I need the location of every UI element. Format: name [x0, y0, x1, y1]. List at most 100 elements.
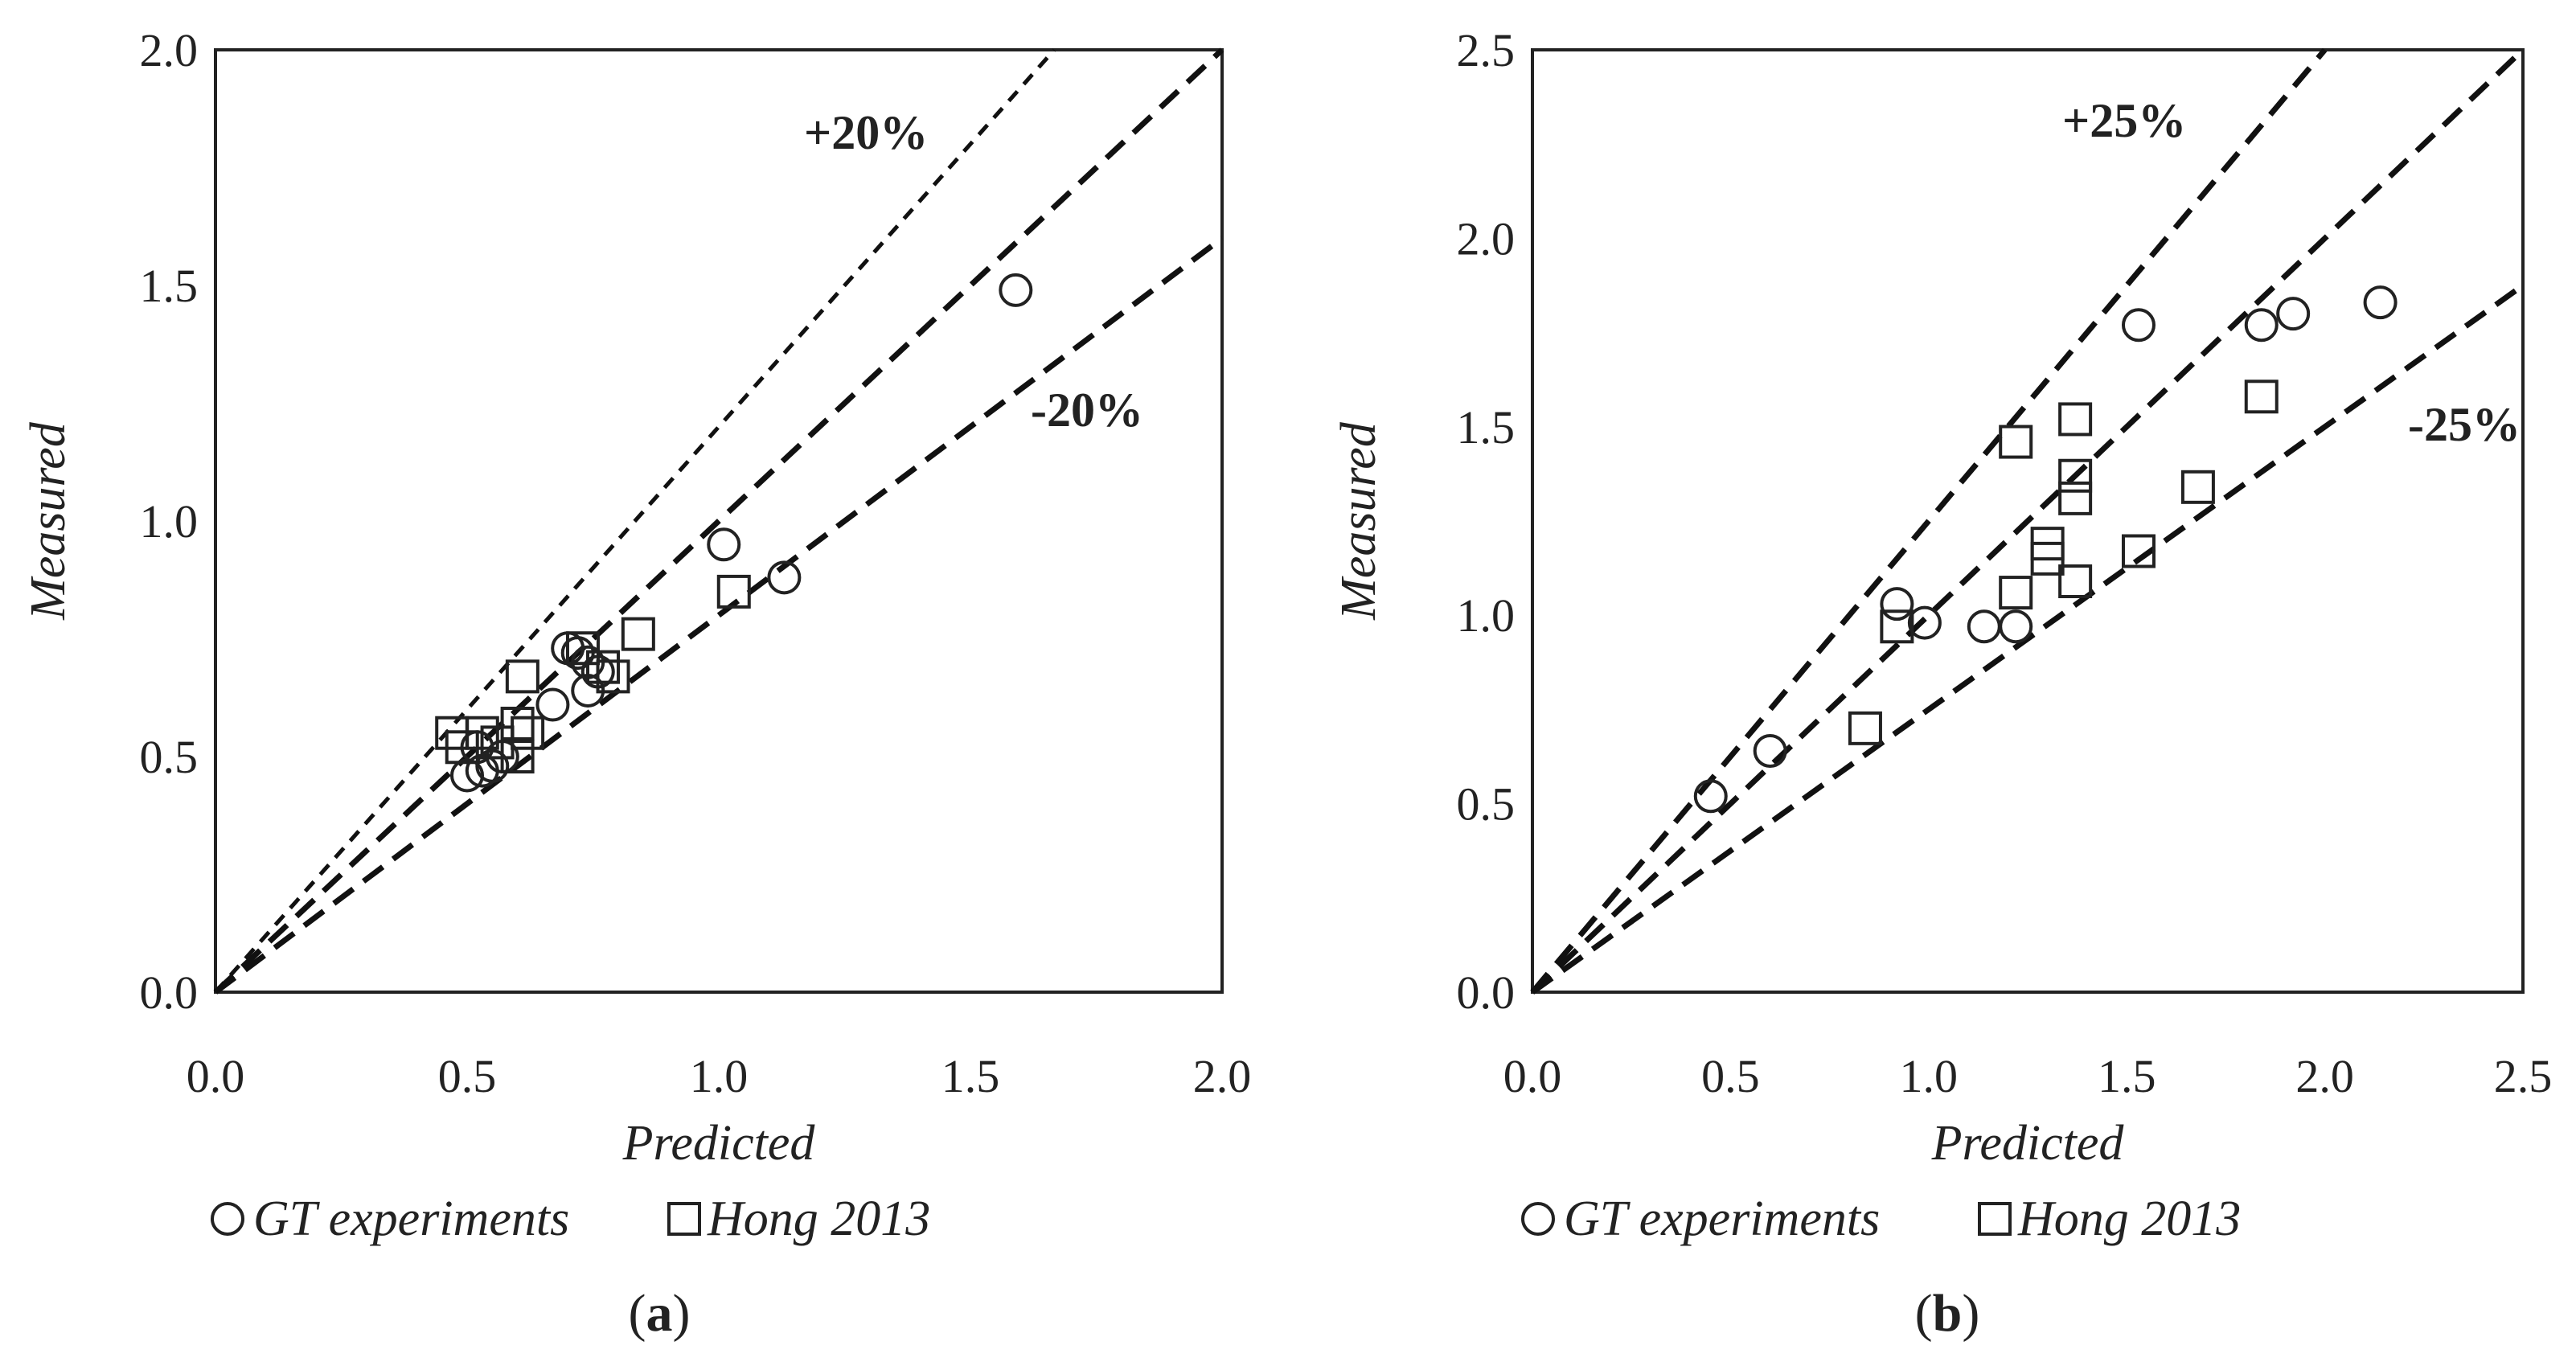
x-tick-label-b: 2.5	[2494, 1050, 2553, 1102]
gt-experiment-point-b	[1753, 733, 1787, 768]
hong-2013-point-a	[500, 740, 535, 773]
y-tick-label-a: 1.0	[140, 495, 199, 548]
gt-experiment-point-b	[1999, 609, 2033, 644]
hong-2013-point-b	[1848, 711, 1882, 745]
panel-caption-b: (b)	[1915, 1284, 1980, 1343]
data-points-a	[435, 273, 1033, 793]
reference-lines-b	[1530, 47, 2525, 995]
caption-letter-b: b	[1933, 1284, 1963, 1343]
gt-experiment-point-b	[1967, 609, 2001, 644]
lower-bound-label-a: -20%	[1031, 384, 1143, 437]
x-axis-label-b: Predicted	[1931, 1116, 2125, 1171]
one-to-one-line-b	[1530, 47, 2525, 995]
y-tick-label-b: 0.5	[1457, 778, 1516, 831]
x-tick-label-b: 0.0	[1503, 1050, 1562, 1102]
gt-experiment-point-b	[1907, 605, 1942, 640]
x-tick-label-b: 1.0	[1900, 1050, 1959, 1102]
upper-bound-line-a	[214, 48, 1056, 994]
gt-experiment-point-b	[2121, 308, 2156, 343]
legend-label-hong-b: Hong 2013	[2017, 1192, 2241, 1246]
hong-2013-point-b	[1999, 425, 2033, 459]
y-axis-label-b: Measured	[1331, 421, 1386, 621]
gt-experiment-point-b	[2363, 285, 2398, 320]
hong-2013-point-b	[2121, 534, 2156, 568]
legend-label-hong-a: Hong 2013	[707, 1192, 930, 1246]
legend-b: GT experiments Hong 2013	[1521, 1192, 2241, 1246]
x-tick-labels-a: 0.0 0.5 1.0 1.5 2.0	[187, 1050, 1252, 1102]
reference-lines-a	[213, 47, 1224, 995]
data-points-b	[1693, 285, 2398, 814]
legend-circle-marker-b	[1521, 1202, 1555, 1236]
hong-2013-point-b	[2058, 402, 2093, 437]
x-tick-label-a: 0.0	[187, 1050, 245, 1102]
y-tick-label-b: 2.0	[1457, 212, 1516, 265]
caption-close-paren-a: )	[673, 1284, 691, 1343]
y-tick-label-b: 1.0	[1457, 589, 1516, 642]
legend-a: GT experiments Hong 2013	[211, 1192, 930, 1246]
x-tick-label-a: 1.0	[690, 1050, 749, 1102]
hong-2013-point-b	[2058, 564, 2093, 599]
hong-2013-point-b	[2058, 458, 2093, 493]
lower-bound-label-b: -25%	[2408, 398, 2521, 451]
upper-bound-line-b	[1530, 47, 2328, 995]
x-tick-label-a: 0.5	[438, 1050, 497, 1102]
plot-frame-a	[214, 48, 1224, 994]
x-tick-label-a: 1.5	[941, 1050, 1000, 1102]
x-tick-labels-b: 0.0 0.5 1.0 1.5 2.0 2.5	[1503, 1050, 2553, 1102]
y-tick-labels-b: 0.0 0.5 1.0 1.5 2.0 2.5	[1457, 24, 1516, 1019]
upper-bound-label-a: +20%	[804, 106, 928, 159]
y-tick-label-b: 1.5	[1457, 401, 1516, 453]
y-tick-label-a: 2.0	[140, 24, 199, 76]
hong-2013-point-a	[596, 659, 630, 694]
legend-label-gt-b: GT experiments	[1564, 1192, 1880, 1246]
y-tick-label-a: 0.5	[140, 731, 199, 783]
legend-square-marker-a	[667, 1202, 701, 1236]
legend-label-gt-a: GT experiments	[253, 1192, 569, 1246]
caption-close-paren-b: )	[1962, 1284, 1979, 1343]
upper-bound-label-b: +25%	[2062, 94, 2186, 147]
x-axis-label-a: Predicted	[622, 1116, 816, 1171]
gt-experiment-point-b	[1880, 587, 1914, 621]
hong-2013-point-b	[1999, 576, 2033, 610]
x-tick-label-b: 1.5	[2098, 1050, 2156, 1102]
x-tick-label-a: 2.0	[1193, 1050, 1252, 1102]
panel-caption-a: (a)	[629, 1284, 691, 1343]
hong-2013-point-b	[2058, 481, 2093, 515]
legend-square-marker-b	[1978, 1202, 2012, 1236]
y-tick-labels-a: 0.0 0.5 1.0 1.5 2.0	[140, 24, 199, 1019]
gt-experiment-point-b	[1693, 779, 1728, 814]
hong-2013-point-b	[2030, 541, 2065, 576]
hong-2013-point-a	[500, 706, 535, 740]
gt-experiment-point-b	[2244, 308, 2279, 343]
gt-experiment-point-b	[2276, 297, 2311, 331]
caption-open-paren-a: (	[629, 1284, 646, 1343]
hong-2013-point-a	[565, 631, 600, 666]
hong-2013-point-b	[2180, 470, 2215, 504]
panel-b: 0.0 0.5 1.0 1.5 2.0 2.5 0.0 0.5 1.0 1.5 2.0 2.5 +2…	[1331, 24, 2552, 1343]
caption-open-paren-b: (	[1915, 1284, 1933, 1343]
y-tick-label-a: 1.5	[140, 260, 199, 312]
legend-circle-marker-a	[211, 1202, 244, 1236]
hong-2013-point-b	[2244, 379, 2279, 414]
lower-bound-line-b	[1530, 283, 2525, 995]
hong-2013-point-a	[621, 617, 655, 651]
gt-experiment-point-a	[767, 560, 802, 595]
gt-experiment-point-a	[535, 687, 570, 722]
plot-frame-b	[1531, 48, 2525, 994]
gt-experiment-point-a	[999, 273, 1033, 307]
x-tick-label-b: 0.5	[1701, 1050, 1760, 1102]
y-tick-label-a: 0.0	[140, 966, 199, 1019]
hong-2013-point-a	[716, 574, 751, 609]
one-to-one-line-a	[213, 47, 1224, 995]
gt-experiment-point-a	[707, 527, 741, 562]
caption-letter-a: a	[646, 1284, 673, 1343]
hong-2013-point-a	[505, 659, 539, 694]
panel-a: 0.0 0.5 1.0 1.5 2.0 0.0 0.5 1.0 1.5 2.0 +20% -20…	[21, 24, 1251, 1343]
hong-2013-point-a	[586, 650, 621, 684]
y-axis-label-a: Measured	[21, 421, 76, 621]
x-tick-label-b: 2.0	[2295, 1050, 2354, 1102]
y-tick-label-b: 0.0	[1457, 966, 1516, 1019]
hong-2013-point-b	[1880, 609, 1914, 644]
lower-bound-line-a	[213, 236, 1224, 995]
